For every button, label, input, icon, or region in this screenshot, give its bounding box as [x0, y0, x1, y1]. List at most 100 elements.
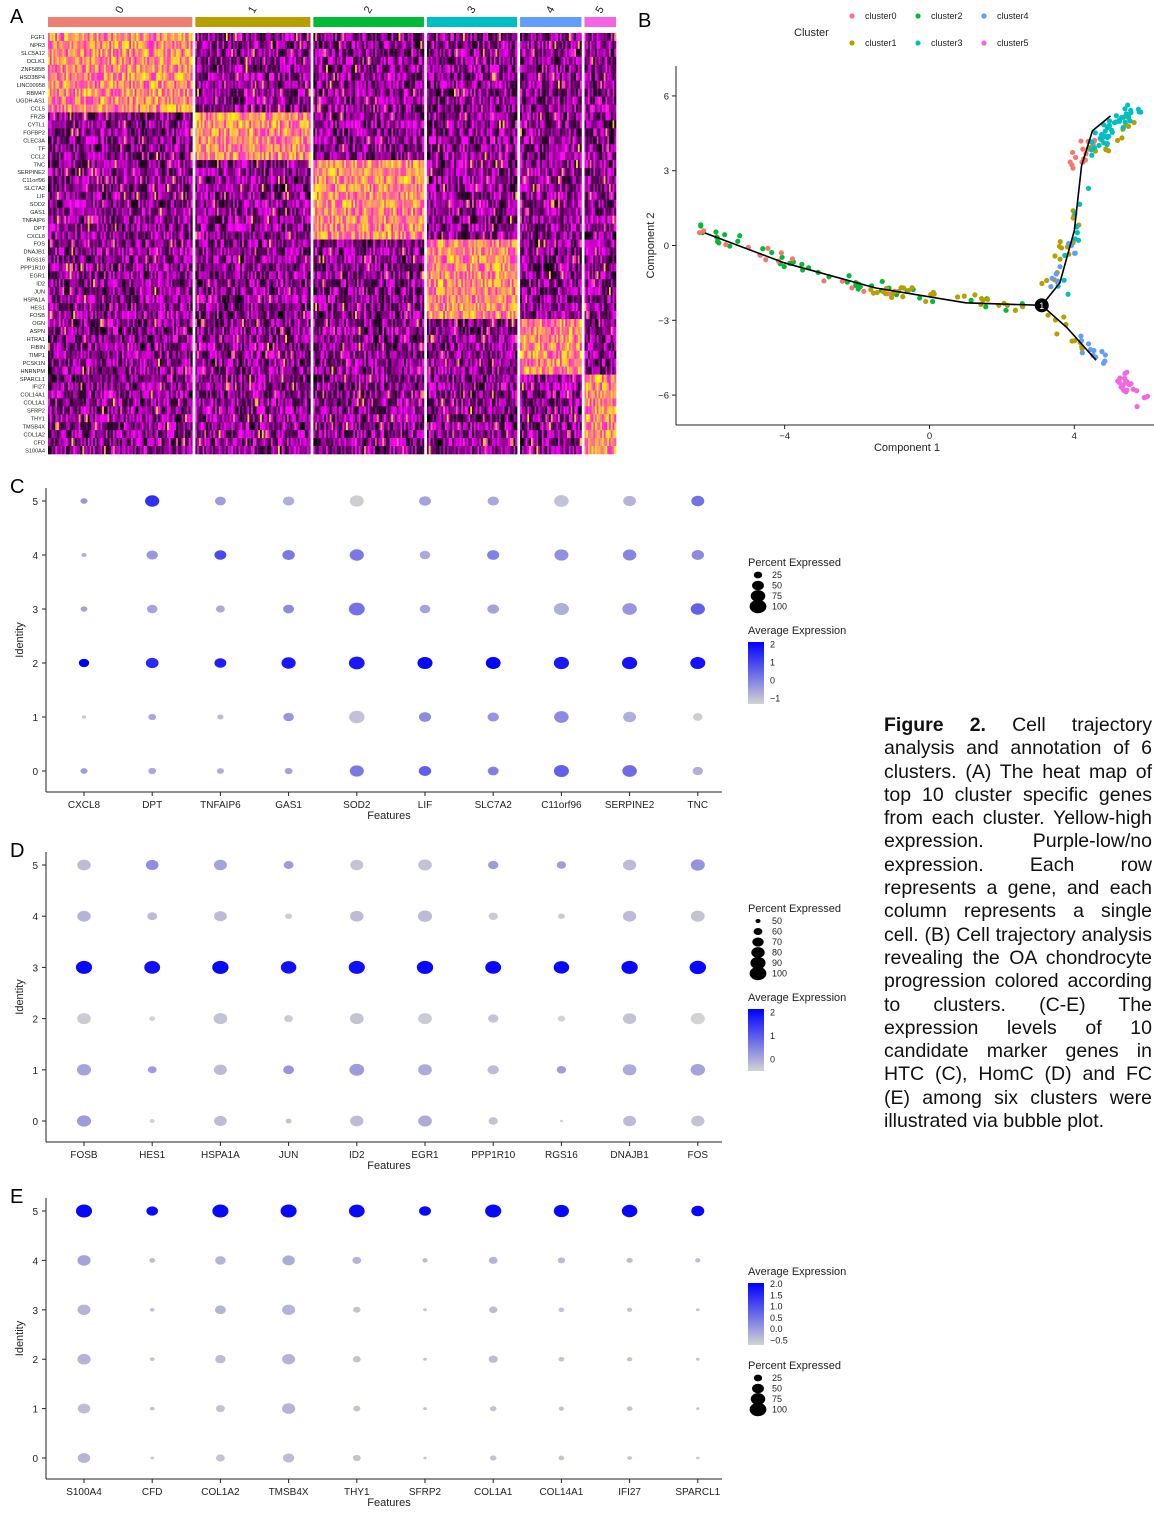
cluster-bar-3	[426, 17, 518, 27]
gene-label: COL14A1	[20, 393, 45, 399]
point-cluster3	[1102, 128, 1108, 134]
identity-label: 4	[32, 551, 38, 562]
feature-label: COL1A1	[474, 1487, 513, 1498]
dot	[488, 1256, 498, 1264]
y-axis-title: Identity	[14, 1320, 26, 1356]
point-cluster4	[1048, 283, 1054, 290]
feature-label: SOD2	[343, 800, 371, 811]
color-legend-title: Average Expression	[748, 1266, 846, 1278]
size-legend-label: 60	[772, 927, 782, 937]
gene-label: FGF1	[31, 35, 45, 41]
dot	[80, 498, 88, 504]
dot	[149, 1406, 155, 1411]
legend-key-cluster3	[915, 40, 921, 46]
dot	[352, 1256, 362, 1264]
dot	[626, 1307, 633, 1312]
identity-label: 0	[32, 767, 38, 778]
figure-caption-text: Cell trajectory analysis and annotation …	[884, 714, 1152, 1133]
color-legend-label: 0	[770, 1054, 775, 1064]
dot	[81, 715, 87, 719]
gene-label: LIF	[37, 194, 46, 200]
x-axis-title: Component 1	[874, 442, 940, 454]
dot	[282, 496, 295, 506]
dot	[487, 550, 500, 560]
point-cluster3	[1061, 277, 1067, 283]
dot	[623, 495, 636, 507]
size-legend-label: 90	[772, 958, 782, 968]
dot	[485, 1204, 502, 1218]
point-cluster4	[1085, 341, 1092, 347]
dot	[554, 495, 569, 507]
point-cluster2	[930, 298, 936, 305]
point-cluster0	[1078, 138, 1084, 144]
point-cluster2	[698, 222, 704, 228]
dot	[77, 1013, 91, 1025]
dot	[212, 960, 229, 974]
dot	[419, 550, 431, 560]
point-cluster1	[889, 294, 895, 301]
point-cluster1	[961, 293, 967, 299]
point-cluster0	[789, 256, 796, 262]
gene-label: CLEC3A	[23, 138, 45, 144]
dot	[213, 1013, 228, 1025]
size-legend-dot	[749, 966, 767, 981]
dot	[281, 657, 296, 669]
point-cluster1	[1045, 312, 1051, 318]
dot	[418, 1064, 432, 1076]
dot	[696, 1456, 700, 1460]
x-tick-label: −4	[779, 431, 790, 442]
dot	[145, 657, 159, 669]
point-cluster1	[870, 290, 877, 296]
size-legend-label: 75	[772, 1394, 782, 1404]
dot	[283, 604, 295, 614]
point-cluster4	[1078, 333, 1084, 339]
dot	[348, 960, 365, 974]
point-cluster1	[928, 291, 934, 298]
cluster-label-4: 4	[544, 4, 557, 15]
point-cluster1	[1119, 135, 1125, 141]
x-axis-title: Features	[367, 1160, 411, 1172]
dot	[485, 961, 502, 974]
dot	[417, 910, 433, 922]
size-legend-label: 80	[772, 948, 782, 958]
dot	[554, 711, 569, 723]
point-cluster1	[909, 285, 915, 291]
heatmap-cells	[48, 33, 617, 455]
dot	[77, 1255, 91, 1266]
dot	[556, 1066, 567, 1074]
dot	[621, 960, 638, 974]
color-legend-label: 1.5	[770, 1290, 783, 1300]
dot	[690, 859, 705, 871]
dot	[147, 912, 158, 921]
gene-label: ID2	[36, 281, 45, 287]
point-cluster0	[763, 257, 769, 263]
y-axis-title: Component 2	[645, 212, 657, 278]
dot	[695, 1308, 700, 1312]
legend-key-cluster1	[849, 40, 855, 46]
dot	[488, 1117, 498, 1125]
point-cluster0	[821, 278, 827, 284]
dot	[213, 1064, 227, 1076]
size-legend-label: 100	[772, 969, 787, 979]
branch-node-label: 1	[1039, 301, 1044, 311]
point-cluster1	[880, 289, 886, 295]
gene-label: RGS16	[27, 258, 45, 264]
point-cluster3	[1120, 114, 1126, 120]
size-legend-title: Percent Expressed	[748, 903, 841, 915]
dot	[353, 1405, 361, 1412]
size-legend-label: 50	[772, 916, 782, 926]
cluster-label-0: 0	[113, 4, 126, 15]
gene-label: TNFAIP6	[22, 218, 45, 224]
dot	[488, 860, 499, 870]
point-cluster1	[978, 295, 985, 302]
size-legend-dot	[750, 956, 766, 970]
gene-label: CCL2	[31, 154, 45, 160]
point-cluster3	[1085, 185, 1092, 191]
heatmap-panel-a: FGF1 NPR3 SLC5A12 DCLK1 ZNF585B HSD3BP4 LINC00…	[16, 4, 617, 455]
gene-label: CXCL8	[27, 234, 45, 240]
point-cluster3	[1109, 127, 1115, 133]
dot	[489, 1405, 497, 1412]
dot	[215, 1454, 225, 1462]
identity-label: 5	[32, 861, 38, 872]
point-cluster1	[1061, 314, 1067, 320]
